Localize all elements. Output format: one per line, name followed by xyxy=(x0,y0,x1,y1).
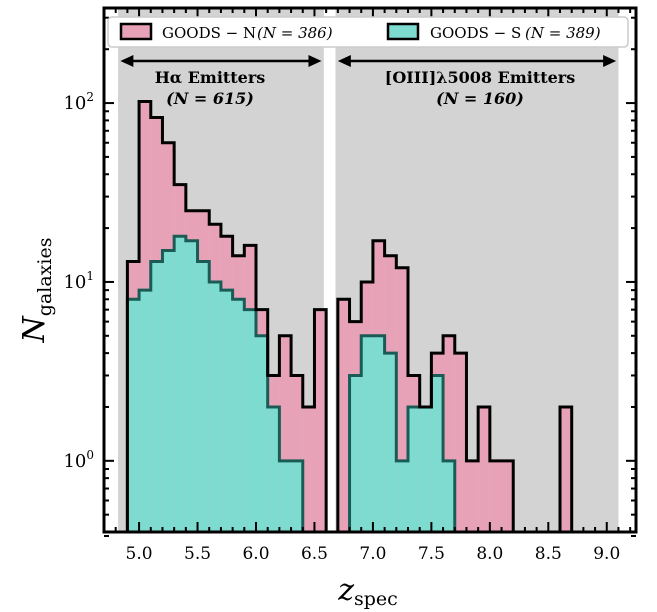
x-axis-title: zspec xyxy=(337,573,398,610)
oiii-arrow xyxy=(337,55,617,67)
bar-goods-n-37 xyxy=(560,406,572,532)
bar-goods-s-13 xyxy=(279,460,292,532)
bar-goods-n-28 xyxy=(454,353,467,532)
y-tick-base: 10 xyxy=(63,451,86,472)
x-tick-label: 8.5 xyxy=(535,544,562,564)
x-tick-label: 8.0 xyxy=(476,544,503,564)
outline-goods-n xyxy=(125,100,574,532)
y-axis-label-sub: galaxies xyxy=(34,238,56,317)
bar-goods-s-14 xyxy=(291,460,303,532)
histogram-bars xyxy=(125,100,574,532)
bar-goods-n-13 xyxy=(279,335,292,532)
y-tick-base: 10 xyxy=(63,272,86,293)
bar-goods-s-2 xyxy=(150,261,163,532)
bar-goods-s-6 xyxy=(197,261,210,532)
bar-goods-n-14 xyxy=(291,375,303,532)
bar-goods-s-0 xyxy=(127,299,140,532)
bar-goods-n-18 xyxy=(337,299,350,532)
region-annotations: Hα Emitters (N = 615) [OIII]λ5008 Emitte… xyxy=(120,55,617,108)
x-tick-label: 7.0 xyxy=(359,544,386,564)
x-axis-label-sub: spec xyxy=(354,588,398,610)
y-tick-label: 100 xyxy=(63,448,94,472)
legend-label-goods-n: GOODS − N xyxy=(162,24,256,42)
bar-goods-s-25 xyxy=(419,406,432,532)
legend-count-goods-s: (N = 389) xyxy=(525,24,601,42)
y-tick-base: 10 xyxy=(63,93,86,114)
bar-goods-n-30 xyxy=(478,406,490,532)
legend-swatch-goods-s xyxy=(386,22,420,41)
bar-goods-s-26 xyxy=(431,375,444,532)
bar-goods-s-4 xyxy=(174,236,186,532)
y-tick-label: 102 xyxy=(63,90,94,114)
bar-goods-s-22 xyxy=(384,353,397,532)
bar-goods-s-24 xyxy=(408,406,420,532)
bar-goods-s-19 xyxy=(349,375,362,532)
bar-goods-s-23 xyxy=(396,460,408,532)
bar-goods-s-27 xyxy=(443,460,455,532)
legend-swatch-goods-n xyxy=(119,22,153,41)
bar-goods-n-27 xyxy=(443,335,455,532)
x-tick-label: 9.0 xyxy=(593,544,620,564)
x-axis-label: zspec xyxy=(337,573,398,610)
legend: GOODS − N (N = 386) GOODS − S (N = 389) xyxy=(107,16,629,48)
y-axis-label-main: N xyxy=(17,314,52,343)
arrow-ha-head-left xyxy=(120,55,134,67)
arrow-oiii-head-right xyxy=(603,55,617,67)
bar-goods-n-15 xyxy=(302,406,315,532)
y-tick-exponent: 0 xyxy=(86,448,94,462)
y-tick-label: 101 xyxy=(63,269,94,293)
bar-goods-s-5 xyxy=(185,240,198,532)
x-axis-label-main: z xyxy=(337,573,354,608)
bar-goods-n-23 xyxy=(396,267,408,532)
y-tick-exponent: 1 xyxy=(86,269,94,283)
bar-goods-s-11 xyxy=(256,335,268,532)
x-tick-label: 5.5 xyxy=(184,544,211,564)
bar-goods-s-10 xyxy=(244,309,256,532)
bar-goods-n-16 xyxy=(314,309,327,532)
halpha-label: Hα Emitters xyxy=(155,68,266,87)
halpha-arrow xyxy=(120,55,322,67)
plot-frame xyxy=(102,6,638,534)
bar-goods-s-1 xyxy=(139,290,151,532)
bar-goods-n-29 xyxy=(466,460,479,532)
oiii-count: (N = 160) xyxy=(436,89,524,108)
y-tick-exponent: 2 xyxy=(86,90,94,104)
bar-goods-s-7 xyxy=(209,281,221,532)
bar-goods-s-21 xyxy=(372,335,385,532)
bar-goods-s-12 xyxy=(267,406,280,532)
x-tick-label: 5.0 xyxy=(126,544,153,564)
bar-goods-n-31 xyxy=(489,460,502,532)
bar-goods-s-8 xyxy=(220,290,233,532)
legend-count-goods-n: (N = 386) xyxy=(257,24,333,42)
bar-goods-s-9 xyxy=(232,299,245,532)
halpha-count: (N = 615) xyxy=(166,89,254,108)
bar-goods-s-3 xyxy=(162,250,175,532)
oiii-label: [OIII]λ5008 Emitters xyxy=(385,68,575,87)
y-axis-title: Ngalaxies xyxy=(17,238,56,344)
y-axis-label: Ngalaxies xyxy=(17,238,56,344)
bar-goods-n-32 xyxy=(501,460,514,532)
legend-box xyxy=(107,16,629,48)
x-tick-label: 6.0 xyxy=(242,544,269,564)
arrow-oiii-head-left xyxy=(337,55,351,67)
bar-goods-s-20 xyxy=(361,335,373,532)
legend-label-goods-s: GOODS − S xyxy=(430,24,521,42)
x-tick-label: 6.5 xyxy=(301,544,328,564)
arrow-ha-head-right xyxy=(308,55,322,67)
x-tick-label: 7.5 xyxy=(418,544,445,564)
